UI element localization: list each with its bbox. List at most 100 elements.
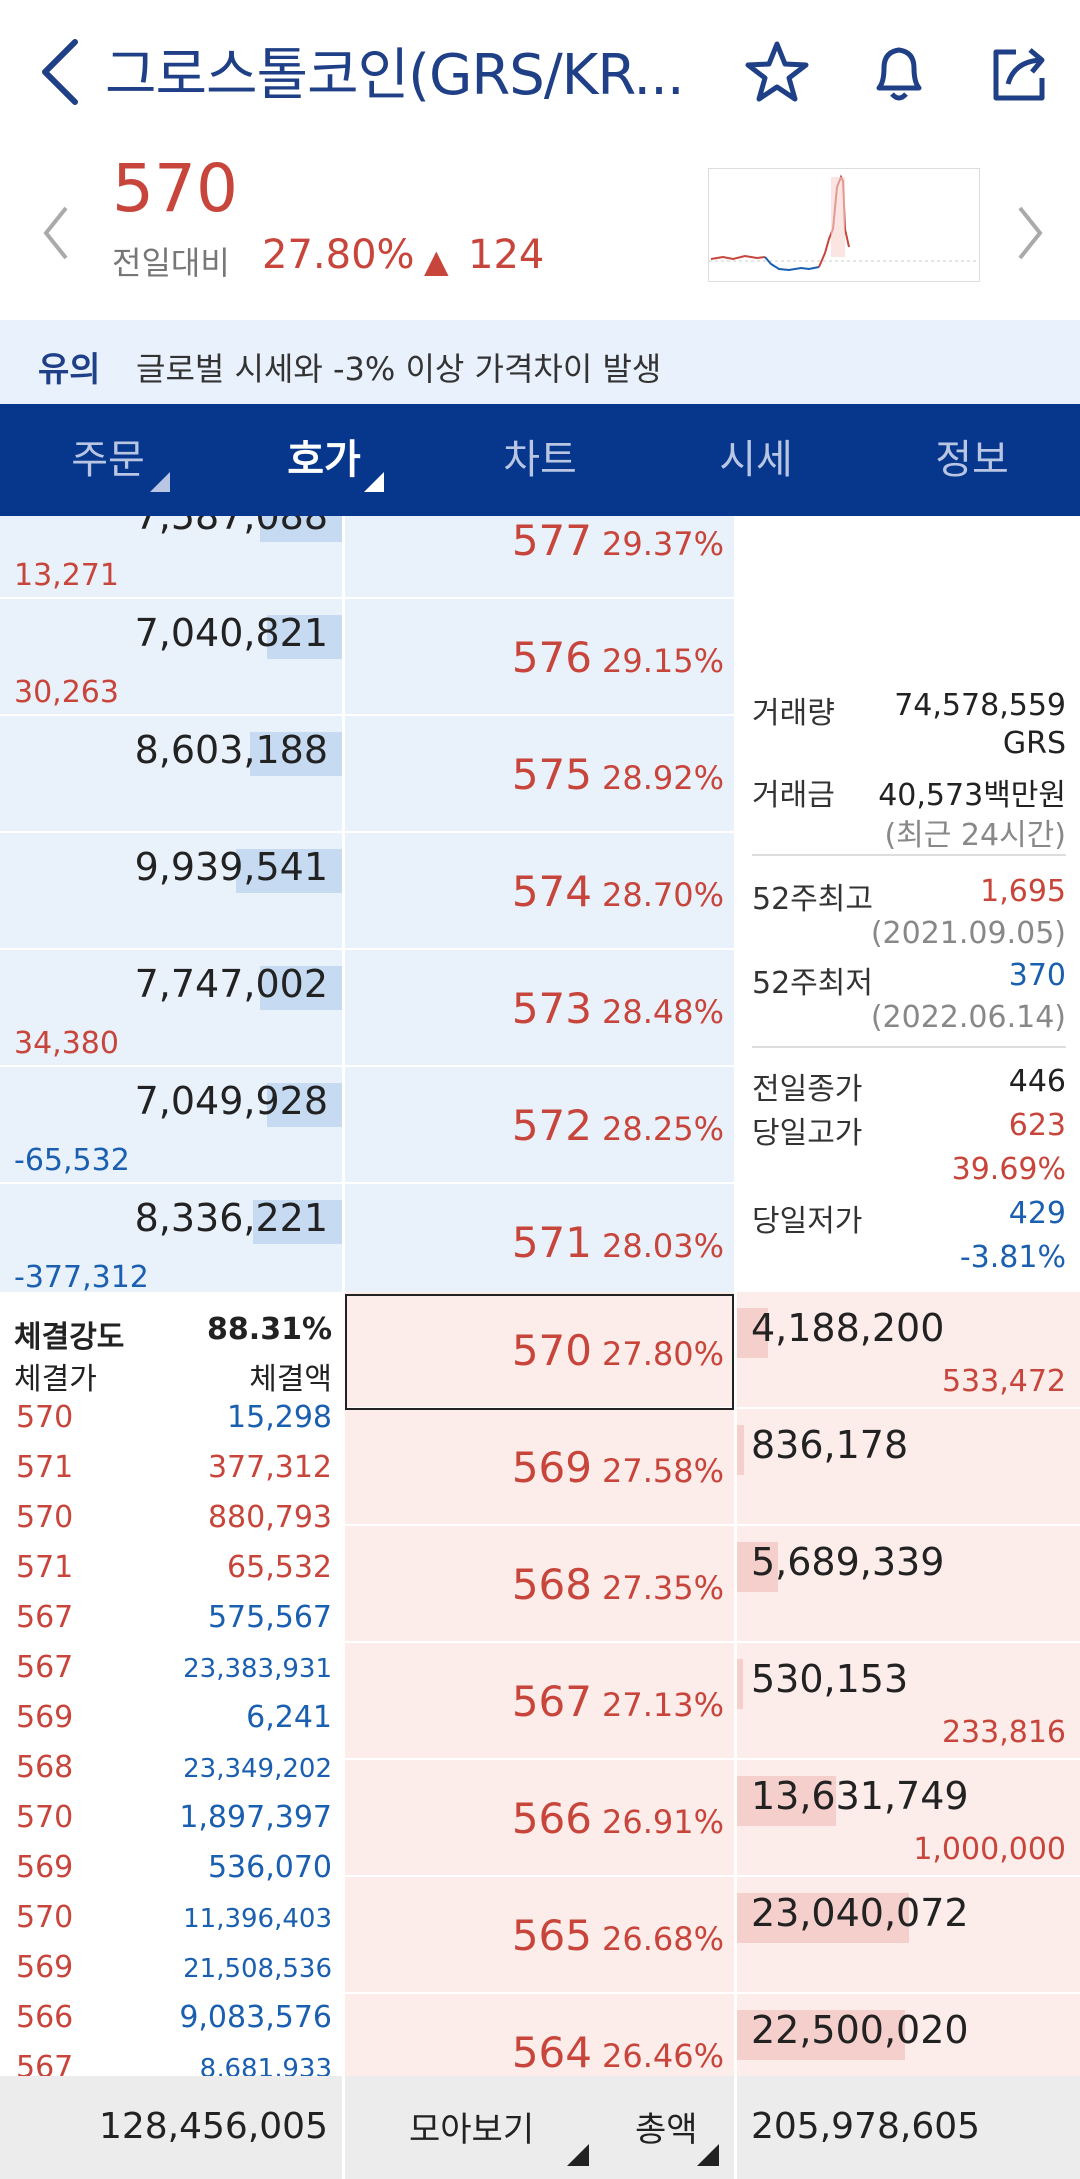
up-triangle-icon: ▲ [424,242,449,280]
tab-chart[interactable]: 차트 [432,404,648,516]
prev-coin-chevron-icon[interactable] [36,198,76,268]
bid-price-percent: 27.80% [601,1335,724,1373]
ask-volume-bar [250,732,342,776]
bid-price-cell[interactable]: 569 27.58% [345,1409,734,1526]
ask-row[interactable]: 8,336,221 -377,312 571 28.03% [0,1184,734,1301]
trade-row: 570 15,298 [0,1400,342,1450]
bid-price-cell[interactable]: 565 26.68% [345,1877,734,1994]
trade-strength-panel: 체결강도 88.31% 체결가 체결액 570 15,298 571 377,312 5… [0,1292,342,2076]
bid-row[interactable]: 564 26.46% 22,500,020 [345,1994,1080,2076]
bid-row[interactable]: 569 27.58% 836,178 [345,1409,1080,1526]
total-amount-button[interactable]: 총액 [635,2110,698,2150]
ask-price-percent: 29.15% [601,642,724,680]
share-icon[interactable] [984,38,1054,108]
ask-row[interactable]: 7,049,928 -65,532 572 28.25% [0,1067,734,1184]
ask-row[interactable]: 7,747,002 34,380 573 28.48% [0,950,734,1067]
current-price: 570 [112,150,238,227]
divider [342,2076,345,2179]
trade-price: 568 [16,1750,74,1785]
bid-volume-cell: 13,631,749 1,000,000 [737,1760,1080,1877]
bid-price-cell[interactable]: 566 26.91% [345,1760,734,1877]
trade-price: 567 [16,2050,74,2076]
bid-row[interactable]: 570 27.80% 4,188,200 533,472 [345,1292,1080,1409]
volume-value: 74,578,559 [894,688,1066,723]
ask-price-cell[interactable]: 572 28.25% [345,1067,734,1184]
ask-price: 572 [511,1101,592,1150]
mini-price-chart[interactable] [708,168,980,282]
ask-volume: 7,587,088 [134,516,328,538]
trade-amount-header: 체결액 [249,1362,332,1397]
tab-info-label: 정보 [935,437,1009,483]
bid-row[interactable]: 567 27.13% 530,153 233,816 [345,1643,1080,1760]
trade-row: 568 23,349,202 [0,1750,342,1800]
ask-price: 571 [511,1218,592,1267]
bid-price-cell[interactable]: 567 27.13% [345,1643,734,1760]
ask-price-cell[interactable]: 577 29.37% [345,516,734,599]
bid-volume-cell: 4,188,200 533,472 [737,1292,1080,1409]
ask-price-percent: 29.37% [601,525,724,563]
trade-amount: 23,349,202 [183,1754,332,1784]
back-arrow-icon[interactable] [30,32,90,112]
bid-volume-change: 233,816 [941,1715,1066,1750]
tab-market[interactable]: 시세 [648,404,864,516]
ask-volume-bar [236,849,342,893]
trade-row: 571 377,312 [0,1450,342,1500]
trade-amount: 377,312 [207,1450,332,1485]
footer-controls: 모아보기 총액 [345,2076,734,2179]
trade-amount: 8,681,933 [199,2054,332,2076]
ask-price-cell[interactable]: 574 28.70% [345,833,734,950]
bid-price-percent: 27.13% [601,1686,724,1724]
bid-price-cell[interactable]: 568 27.35% [345,1526,734,1643]
tab-orderbook[interactable]: 호가 [216,404,432,516]
next-coin-chevron-icon[interactable] [1010,198,1050,268]
day-high-percent: 39.69% [951,1152,1066,1187]
bid-volume-cell: 530,153 233,816 [737,1643,1080,1760]
trade-amount: 6,241 [246,1700,332,1735]
ask-price-cell[interactable]: 576 29.15% [345,599,734,716]
ask-volume-change: 13,271 [14,558,119,593]
ask-row[interactable]: 7,040,821 30,263 576 29.15% [0,599,734,716]
day-low-value: 429 [1008,1196,1066,1231]
tab-order[interactable]: 주문 [0,404,216,516]
ask-price-cell[interactable]: 575 28.92% [345,716,734,833]
tab-info[interactable]: 정보 [864,404,1080,516]
bid-volume: 836,178 [751,1423,909,1467]
ask-row[interactable]: 7,587,088 13,271 577 29.37% [0,516,734,599]
bid-price-cell[interactable]: 564 26.46% [345,1994,734,2076]
bid-volume: 4,188,200 [751,1306,945,1350]
bid-price: 567 [511,1677,592,1726]
ask-price: 576 [511,633,592,682]
bid-row[interactable]: 566 26.91% 13,631,749 1,000,000 [345,1760,1080,1877]
bid-row[interactable]: 568 27.35% 5,689,339 [345,1526,1080,1643]
ask-price-percent: 28.70% [601,876,724,914]
group-view-button[interactable]: 모아보기 [409,2110,535,2150]
ask-volume-cell: 8,336,221 -377,312 [0,1184,342,1301]
ask-row[interactable]: 9,939,541 574 28.70% [0,833,734,950]
ask-price-percent: 28.25% [601,1110,724,1148]
amount-value: 40,573백만원 [878,778,1066,813]
high52-value: 1,695 [980,874,1066,909]
trade-row: 569 536,070 [0,1850,342,1900]
bid-volume-cell: 836,178 [737,1409,1080,1526]
bell-icon[interactable] [864,38,934,108]
orderbook-footer: 128,456,005 모아보기 총액 205,978,605 [0,2076,1080,2179]
ask-price-cell[interactable]: 571 28.03% [345,1184,734,1301]
star-icon[interactable] [742,38,812,108]
ask-row[interactable]: 8,603,188 575 28.92% [0,716,734,833]
ask-volume: 8,336,221 [134,1196,328,1240]
trade-row: 570 1,897,397 [0,1800,342,1850]
trade-price: 569 [16,1950,74,1985]
bid-row[interactable]: 565 26.68% 23,040,072 [345,1877,1080,1994]
volume-label: 거래량 [752,696,835,731]
bid-price-cell[interactable]: 570 27.80% [345,1292,734,1409]
trade-price: 566 [16,2000,74,2035]
bid-price-percent: 26.91% [601,1803,724,1841]
bid-price: 565 [511,1911,592,1960]
market-info-panel: 거래량 74,578,559 GRS 거래금 40,573백만원 (최근 24시… [734,516,1080,1292]
ask-price-cell[interactable]: 573 28.48% [345,950,734,1067]
high52-date: (2021.09.05) [870,916,1066,951]
trade-amount: 1,897,397 [179,1800,332,1835]
page-title: 그로스톨코인(GRS/KR... [105,43,685,108]
ask-total: 128,456,005 [98,2106,328,2147]
tab-orderbook-label: 호가 [287,437,361,483]
